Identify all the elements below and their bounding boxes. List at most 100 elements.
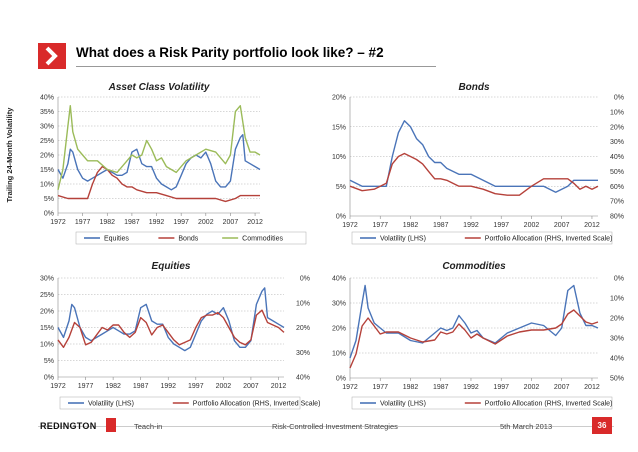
y-right-tick-label: 0% bbox=[614, 276, 624, 283]
y-right-tick-label: 0% bbox=[614, 95, 624, 102]
x-tick-label: 2012 bbox=[584, 222, 600, 229]
x-tick-label: 1992 bbox=[149, 219, 165, 226]
x-tick-label: 2002 bbox=[524, 384, 540, 391]
y-tick-label: 10% bbox=[40, 342, 54, 349]
x-tick-label: 1992 bbox=[160, 383, 176, 390]
y-right-tick-label: 40% bbox=[296, 375, 310, 382]
x-tick-label: 2012 bbox=[247, 219, 263, 226]
x-tick-label: 1977 bbox=[372, 222, 388, 229]
footer-date: 5th March 2013 bbox=[500, 422, 553, 431]
y-tick-label: 20% bbox=[332, 326, 346, 333]
y-tick-label: 20% bbox=[40, 309, 54, 316]
y-right-tick-label: 50% bbox=[610, 376, 624, 383]
y-tick-label: 0% bbox=[336, 376, 346, 383]
x-tick-label: 1997 bbox=[173, 219, 189, 226]
y-right-tick-label: 10% bbox=[610, 109, 624, 116]
series-line-portfolio-allocation-rhs-inverted-scale bbox=[349, 152, 599, 196]
y-tick-label: 0% bbox=[336, 214, 346, 221]
series-line-commodities bbox=[57, 105, 261, 190]
x-tick-label: 1977 bbox=[78, 383, 94, 390]
legend-box bbox=[351, 231, 613, 245]
y-tick-label: 40% bbox=[332, 276, 346, 283]
y-tick-label: 10% bbox=[332, 154, 346, 161]
chart-equities: Equities 0% 5% 10% 15% 20% 25% 30% 0% 10% 20% 30% 40… bbox=[40, 261, 320, 410]
y-tick-label: 25% bbox=[40, 292, 54, 299]
y-right-tick-label: 20% bbox=[610, 124, 624, 131]
x-tick-label: 1997 bbox=[188, 383, 204, 390]
legend-label-equities: Equities bbox=[104, 236, 129, 243]
y-right-tick-label: 70% bbox=[610, 199, 624, 206]
y-right-tick-label: 80% bbox=[610, 214, 624, 221]
x-tick-label: 1992 bbox=[463, 222, 479, 229]
footer-divider bbox=[38, 426, 614, 427]
series-line-volatility-lhs bbox=[349, 120, 598, 193]
x-tick-label: 1987 bbox=[433, 384, 449, 391]
y-right-tick-label: 20% bbox=[296, 325, 310, 332]
series-line-bonds bbox=[57, 165, 260, 203]
x-tick-label: 1972 bbox=[50, 219, 66, 226]
y-right-tick-label: 30% bbox=[610, 139, 624, 146]
y-tick-label: 30% bbox=[40, 124, 54, 131]
y-tick-label: 20% bbox=[40, 153, 54, 160]
footer-brand-mark bbox=[106, 418, 116, 432]
legend-box bbox=[75, 231, 307, 245]
logo-chevron bbox=[38, 43, 66, 69]
page-number: 36 bbox=[592, 417, 612, 434]
y-tick-label: 30% bbox=[332, 301, 346, 308]
y-tick-label: 5% bbox=[336, 184, 346, 191]
x-tick-label: 2007 bbox=[554, 222, 570, 229]
legend-label-portfolio-allocation-rhs-inverted-scale: Portfolio Allocation (RHS, Inverted Scal… bbox=[485, 401, 613, 408]
y-tick-label: 15% bbox=[40, 325, 54, 332]
x-tick-label: 1982 bbox=[99, 219, 115, 226]
x-tick-label: 1987 bbox=[133, 383, 149, 390]
x-tick-label: 2012 bbox=[271, 383, 287, 390]
x-tick-label: 2007 bbox=[223, 219, 239, 226]
x-tick-label: 2007 bbox=[243, 383, 259, 390]
y-tick-label: 35% bbox=[40, 109, 54, 116]
y-right-tick-label: 30% bbox=[296, 350, 310, 357]
series-line-equities bbox=[57, 134, 261, 191]
x-tick-label: 2002 bbox=[216, 383, 232, 390]
legend-label-volatility-lhs: Volatility (LHS) bbox=[88, 401, 134, 408]
x-tick-label: 1992 bbox=[463, 384, 479, 391]
legend-box bbox=[351, 396, 613, 410]
chart-title: Equities bbox=[152, 261, 191, 272]
y-tick-label: 5% bbox=[44, 196, 54, 203]
y-right-tick-label: 10% bbox=[610, 296, 624, 303]
x-tick-label: 2007 bbox=[554, 384, 570, 391]
y-tick-label: 25% bbox=[40, 138, 54, 145]
legend-label-portfolio-allocation-rhs-inverted-scale: Portfolio Allocation (RHS, Inverted Scal… bbox=[485, 236, 613, 243]
y-tick-label: 10% bbox=[40, 182, 54, 189]
series-line-portfolio-allocation-rhs-inverted-scale bbox=[349, 309, 599, 369]
y-tick-label: 20% bbox=[332, 95, 346, 102]
y-tick-label: 15% bbox=[332, 124, 346, 131]
x-tick-label: 1987 bbox=[124, 219, 140, 226]
x-tick-label: 1982 bbox=[403, 222, 419, 229]
y-tick-label: 40% bbox=[40, 95, 54, 102]
y-right-tick-label: 60% bbox=[610, 184, 624, 191]
y-right-tick-label: 10% bbox=[296, 300, 310, 307]
chart-asset-class-volatility: Asset Class Volatility 0% 5% 10% 15% 20% 25% 30… bbox=[5, 82, 307, 245]
series-line-portfolio-allocation-rhs-inverted-scale bbox=[57, 309, 285, 349]
legend-label-volatility-lhs: Volatility (LHS) bbox=[380, 236, 426, 243]
x-tick-label: 2012 bbox=[584, 384, 600, 391]
chart-title: Asset Class Volatility bbox=[108, 82, 210, 93]
y-right-tick-label: 0% bbox=[300, 276, 310, 283]
y-right-tick-label: 40% bbox=[610, 356, 624, 363]
y-tick-label: 5% bbox=[44, 358, 54, 365]
chart-commodities: Commodities 0% 10% 20% 30% 40% 0% 10% 20% 30% 40% 5… bbox=[332, 261, 624, 410]
x-tick-label: 2002 bbox=[524, 222, 540, 229]
y-right-tick-label: 40% bbox=[610, 154, 624, 161]
footer-brand: REDINGTON bbox=[40, 421, 97, 431]
x-tick-label: 1987 bbox=[433, 222, 449, 229]
chart-title: Commodities bbox=[442, 261, 506, 272]
y-tick-label: 10% bbox=[332, 351, 346, 358]
y-tick-label: 0% bbox=[44, 375, 54, 382]
legend-label-volatility-lhs: Volatility (LHS) bbox=[380, 401, 426, 408]
x-tick-label: 1997 bbox=[493, 384, 509, 391]
footer: REDINGTON Teach-in Risk-Controlled Inves… bbox=[0, 415, 638, 445]
legend-label-portfolio-allocation-rhs-inverted-scale: Portfolio Allocation (RHS, Inverted Scal… bbox=[193, 401, 321, 408]
y-right-tick-label: 30% bbox=[610, 336, 624, 343]
y-axis-label: Trailing 24-Month Volatility bbox=[5, 107, 14, 203]
y-right-tick-label: 20% bbox=[610, 316, 624, 323]
